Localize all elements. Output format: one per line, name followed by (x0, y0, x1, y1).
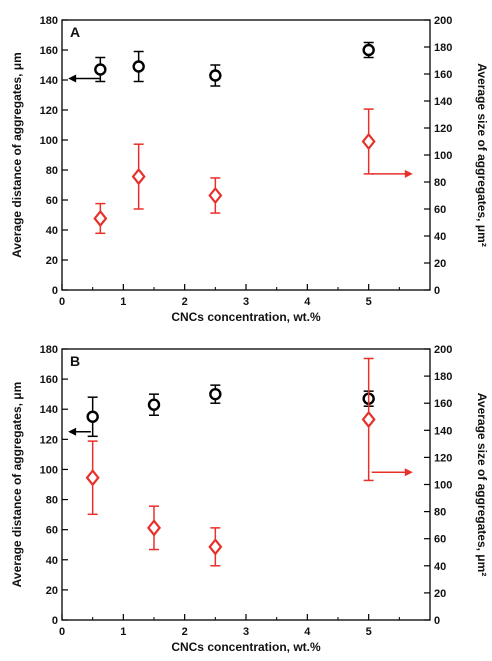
data-point-diamond (208, 186, 223, 205)
y-right-tick-label: 80 (434, 507, 446, 519)
y-left-tick-label: 40 (46, 225, 58, 237)
data-point-circle (86, 410, 99, 423)
plot-frame (61, 348, 431, 621)
data-point-circle (94, 63, 107, 76)
y-left-tick-label: 60 (46, 525, 58, 537)
y-right-axis-label: Average size of aggregates, μm² (475, 393, 489, 577)
y-left-tick-label: 160 (40, 45, 58, 57)
data-point-diamond (361, 132, 376, 151)
y-left-tick-label: 0 (52, 285, 58, 297)
y-right-tick-label: 120 (434, 123, 452, 135)
y-right-tick-label: 100 (434, 150, 452, 162)
y-right-tick-label: 140 (434, 96, 452, 108)
x-tick-label: 1 (120, 626, 126, 638)
axis-arrow-right (371, 169, 413, 178)
data-point-diamond (93, 209, 108, 228)
y-left-tick-label: 180 (40, 344, 58, 356)
y-right-tick-label: 180 (434, 42, 452, 54)
y-left-tick-label: 100 (40, 464, 58, 476)
axis-arrow-right (371, 468, 413, 477)
series-diamond (93, 108, 376, 235)
y-left-tick-label: 60 (46, 195, 58, 207)
y-left-axis-label: Average distance of aggregates, μm (10, 52, 24, 258)
series-diamond (85, 357, 376, 567)
y-right-tick-label: 40 (434, 231, 446, 243)
series-circle (86, 384, 375, 438)
y-right-tick-label: 200 (434, 344, 452, 356)
plot-frame (61, 19, 431, 291)
data-point-diamond (208, 538, 223, 556)
y-left-tick-label: 40 (46, 555, 58, 567)
x-tick-label: 3 (243, 296, 249, 308)
data-point-circle (362, 43, 375, 57)
x-axis-label: CNCs concentration, wt.% (171, 310, 321, 324)
y-left-tick-label: 80 (46, 495, 58, 507)
data-point-circle (147, 398, 161, 411)
data-point-diamond (131, 167, 146, 186)
y-right-tick-label: 200 (434, 15, 452, 27)
y-left-tick-label: 80 (46, 165, 58, 177)
panel-a: 0 1 2 3 4 5 0 20 40 60 80 100 120 140 160 180 0 20 40 60 80 1… (10, 15, 489, 324)
y-right-tick-label: 60 (434, 534, 446, 546)
y-right-axis-label: Average size of aggregates, μm² (475, 63, 489, 247)
y-right-tick-label: 20 (434, 258, 446, 270)
panel-letter: A (70, 24, 80, 40)
data-point-diamond (146, 519, 162, 537)
panel-b: 0 1 2 3 4 5 0 20 40 60 80 100 120 140 160 180 0 20 40 60 80 1… (10, 344, 489, 654)
arrow-head (404, 468, 413, 477)
y-right-tick-label: 0 (434, 615, 440, 627)
data-point-circle (209, 69, 222, 82)
y-left-tick-label: 20 (46, 255, 58, 267)
x-tick-label: 5 (366, 626, 372, 638)
x-axis-label: CNCs concentration, wt.% (171, 640, 321, 654)
y-left-tick-label: 0 (52, 615, 58, 627)
y-left-tick-label: 140 (40, 404, 58, 416)
data-point-circle (209, 387, 222, 401)
axis-arrow-left (68, 74, 101, 83)
y-left-tick-label: 160 (40, 374, 58, 386)
x-tick-label: 0 (59, 626, 65, 638)
y-left-tick-label: 120 (40, 434, 58, 446)
x-tick-label: 2 (182, 626, 188, 638)
y-right-tick-label: 100 (434, 480, 452, 492)
arrow-head (68, 74, 77, 83)
x-tick-label: 3 (243, 626, 249, 638)
x-tick-label: 1 (120, 296, 126, 308)
y-left-tick-label: 140 (40, 75, 58, 87)
panel-letter: B (70, 353, 80, 369)
axis-arrow-left (68, 427, 91, 436)
x-tick-label: 4 (304, 296, 311, 308)
x-tick-label: 2 (182, 296, 188, 308)
arrow-head (68, 427, 77, 436)
y-left-tick-label: 20 (46, 585, 58, 597)
data-point-diamond (361, 410, 376, 429)
y-right-tick-label: 20 (434, 588, 446, 600)
y-right-tick-label: 0 (434, 285, 440, 297)
y-right-tick-label: 120 (434, 452, 452, 464)
arrow-head (404, 169, 413, 178)
x-tick-label: 4 (304, 626, 311, 638)
y-right-tick-label: 60 (434, 204, 446, 216)
y-right-tick-label: 140 (434, 425, 452, 437)
y-right-tick-label: 180 (434, 371, 452, 383)
series-circle (94, 41, 375, 87)
y-left-tick-label: 100 (40, 135, 58, 147)
y-left-tick-label: 180 (40, 15, 58, 27)
y-right-tick-label: 160 (434, 398, 452, 410)
x-tick-label: 0 (59, 296, 65, 308)
data-point-diamond (85, 468, 100, 487)
y-right-tick-label: 160 (434, 69, 452, 81)
data-point-circle (132, 60, 145, 73)
y-left-axis-label: Average distance of aggregates, μm (10, 382, 24, 588)
y-right-tick-label: 80 (434, 177, 446, 189)
x-tick-label: 5 (366, 296, 372, 308)
y-left-tick-label: 120 (40, 105, 58, 117)
y-right-tick-label: 40 (434, 561, 446, 573)
